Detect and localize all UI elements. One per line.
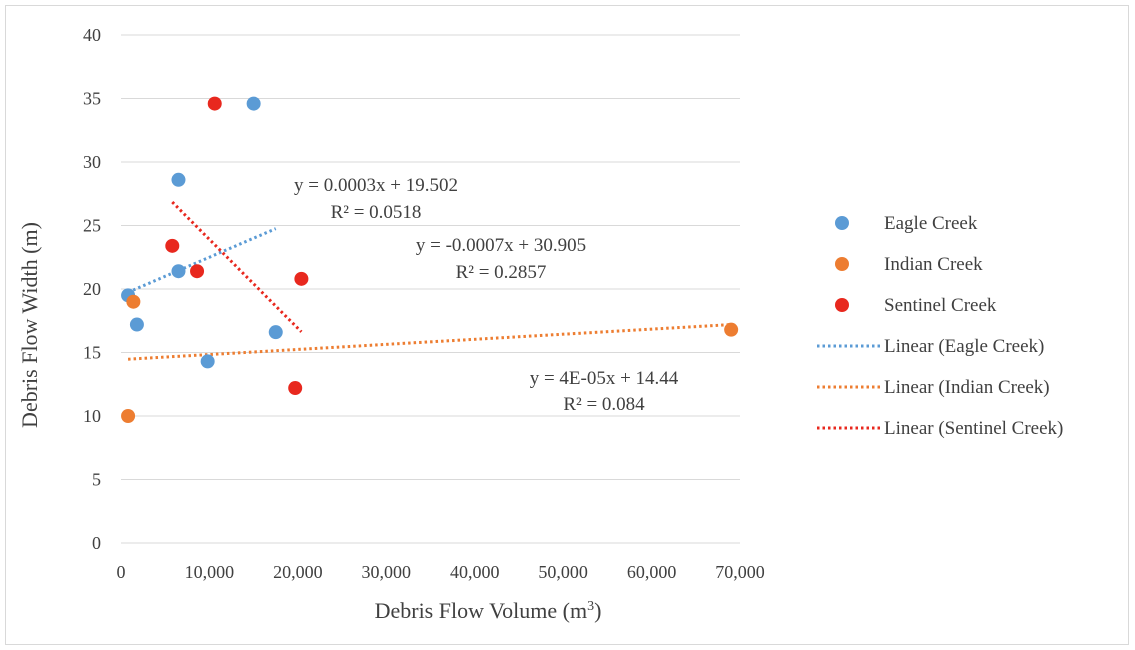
y-tick-label: 20	[83, 279, 101, 299]
legend-label-sentinel-creek: Sentinel Creek	[884, 295, 997, 316]
y-tick-label: 40	[83, 25, 101, 45]
trendlines	[127, 201, 732, 361]
trendline-linear-indian-creek	[127, 323, 732, 361]
legend-label-eagle-creek: Eagle Creek	[884, 213, 978, 234]
y-axis-label: Debris Flow Width (m)	[17, 222, 42, 428]
trendline-equation-linear-indian-creek: y = 4E-05x + 14.44	[530, 368, 679, 389]
x-tick-label: 10,000	[185, 562, 235, 582]
x-tick-label: 70,000	[715, 562, 765, 582]
legend-marker-eagle-creek	[835, 216, 849, 230]
chart-frame	[5, 5, 1129, 645]
x-tick-label: 40,000	[450, 562, 500, 582]
y-tick-label: 35	[83, 89, 101, 109]
point-indian-creek	[724, 322, 739, 337]
x-tick-label: 60,000	[627, 562, 677, 582]
point-eagle-creek	[171, 172, 186, 187]
x-tick-label: 0	[117, 562, 126, 582]
x-tick-label: 30,000	[362, 562, 412, 582]
point-sentinel-creek	[294, 271, 309, 286]
trendline-linear-eagle-creek	[127, 227, 277, 294]
legend-marker-indian-creek	[835, 257, 849, 271]
point-sentinel-creek	[207, 96, 222, 111]
point-indian-creek	[121, 409, 136, 423]
y-tick-label: 5	[92, 470, 101, 490]
y-tick-label: 15	[83, 343, 101, 363]
trendline-equations: y = 0.0003x + 19.502 R² = 0.0518 y = 4E-05…	[294, 175, 679, 415]
gridlines	[121, 34, 740, 544]
point-sentinel-creek	[165, 238, 180, 253]
trendline-r2-linear-indian-creek: R² = 0.084	[563, 394, 645, 415]
point-eagle-creek	[268, 325, 283, 340]
y-tick-label: 30	[83, 152, 101, 172]
y-tick-label: 25	[83, 216, 101, 236]
legend: Eagle Creek Indian Creek Sentinel Creek Lin…	[817, 213, 1063, 439]
legend-label-linear-eagle-creek: Linear (Eagle Creek)	[884, 336, 1044, 357]
y-tick-labels: 0 5 10 15 20 25 30 35 40	[83, 25, 101, 553]
point-eagle-creek	[246, 96, 261, 111]
legend-label-linear-sentinel-creek: Linear (Sentinel Creek)	[884, 418, 1063, 439]
trendline-r2-linear-sentinel-creek: R² = 0.2857	[456, 262, 547, 283]
legend-label-linear-indian-creek: Linear (Indian Creek)	[884, 377, 1050, 398]
x-tick-label: 20,000	[273, 562, 323, 582]
legend-label-indian-creek: Indian Creek	[884, 254, 983, 275]
legend-marker-sentinel-creek	[835, 298, 849, 312]
point-eagle-creek	[129, 317, 144, 332]
point-sentinel-creek	[288, 381, 303, 396]
x-axis-label: Debris Flow Volume (m3)	[375, 598, 602, 623]
trendline-equation-linear-sentinel-creek: y = -0.0007x + 30.905	[416, 235, 586, 256]
point-indian-creek	[126, 294, 141, 309]
point-eagle-creek	[200, 354, 215, 369]
x-tick-labels: 0 10,000 20,000 30,000 40,000 50,000 60,000 70,…	[117, 562, 765, 582]
point-eagle-creek	[171, 264, 186, 279]
trendline-equation-linear-eagle-creek: y = 0.0003x + 19.502	[294, 175, 458, 196]
data-points	[121, 96, 739, 423]
x-tick-label: 50,000	[538, 562, 588, 582]
trendline-r2-linear-eagle-creek: R² = 0.0518	[331, 202, 422, 223]
y-tick-label: 10	[83, 406, 101, 426]
y-tick-label: 0	[92, 533, 101, 553]
point-sentinel-creek	[190, 264, 205, 279]
